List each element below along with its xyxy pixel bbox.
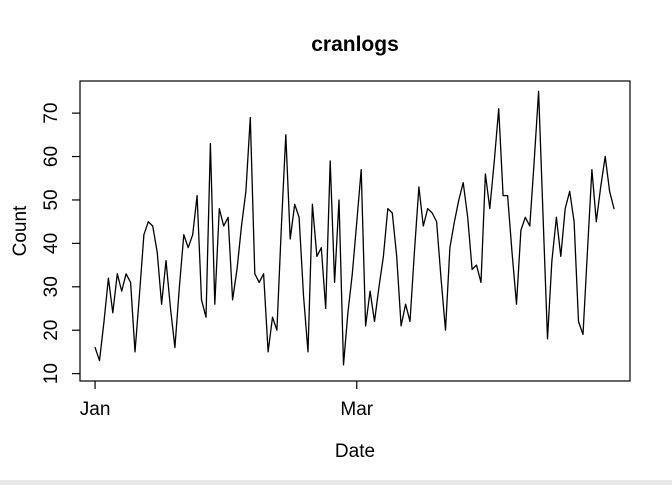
chart-title: cranlogs	[311, 33, 399, 56]
x-tick-label: Jan	[80, 399, 111, 420]
y-tick-label: 10	[41, 363, 62, 384]
y-tick-label: 70	[41, 103, 62, 124]
y-axis: 10 20 30 40 50 60 70	[41, 103, 80, 384]
series-group	[94, 90, 615, 366]
y-tick-label: 30	[41, 276, 62, 297]
plot-frame	[79, 80, 631, 382]
x-axis: Jan Mar	[80, 381, 374, 420]
x-axis-label: Date	[335, 441, 375, 462]
series-line	[94, 90, 615, 366]
x-tick-label: Mar	[340, 399, 373, 420]
y-tick-label: 50	[41, 189, 62, 210]
y-tick-label: 20	[41, 320, 62, 341]
y-axis-label: Count	[10, 205, 31, 256]
y-tick-label: 40	[41, 233, 62, 254]
y-tick-label: 60	[41, 146, 62, 167]
